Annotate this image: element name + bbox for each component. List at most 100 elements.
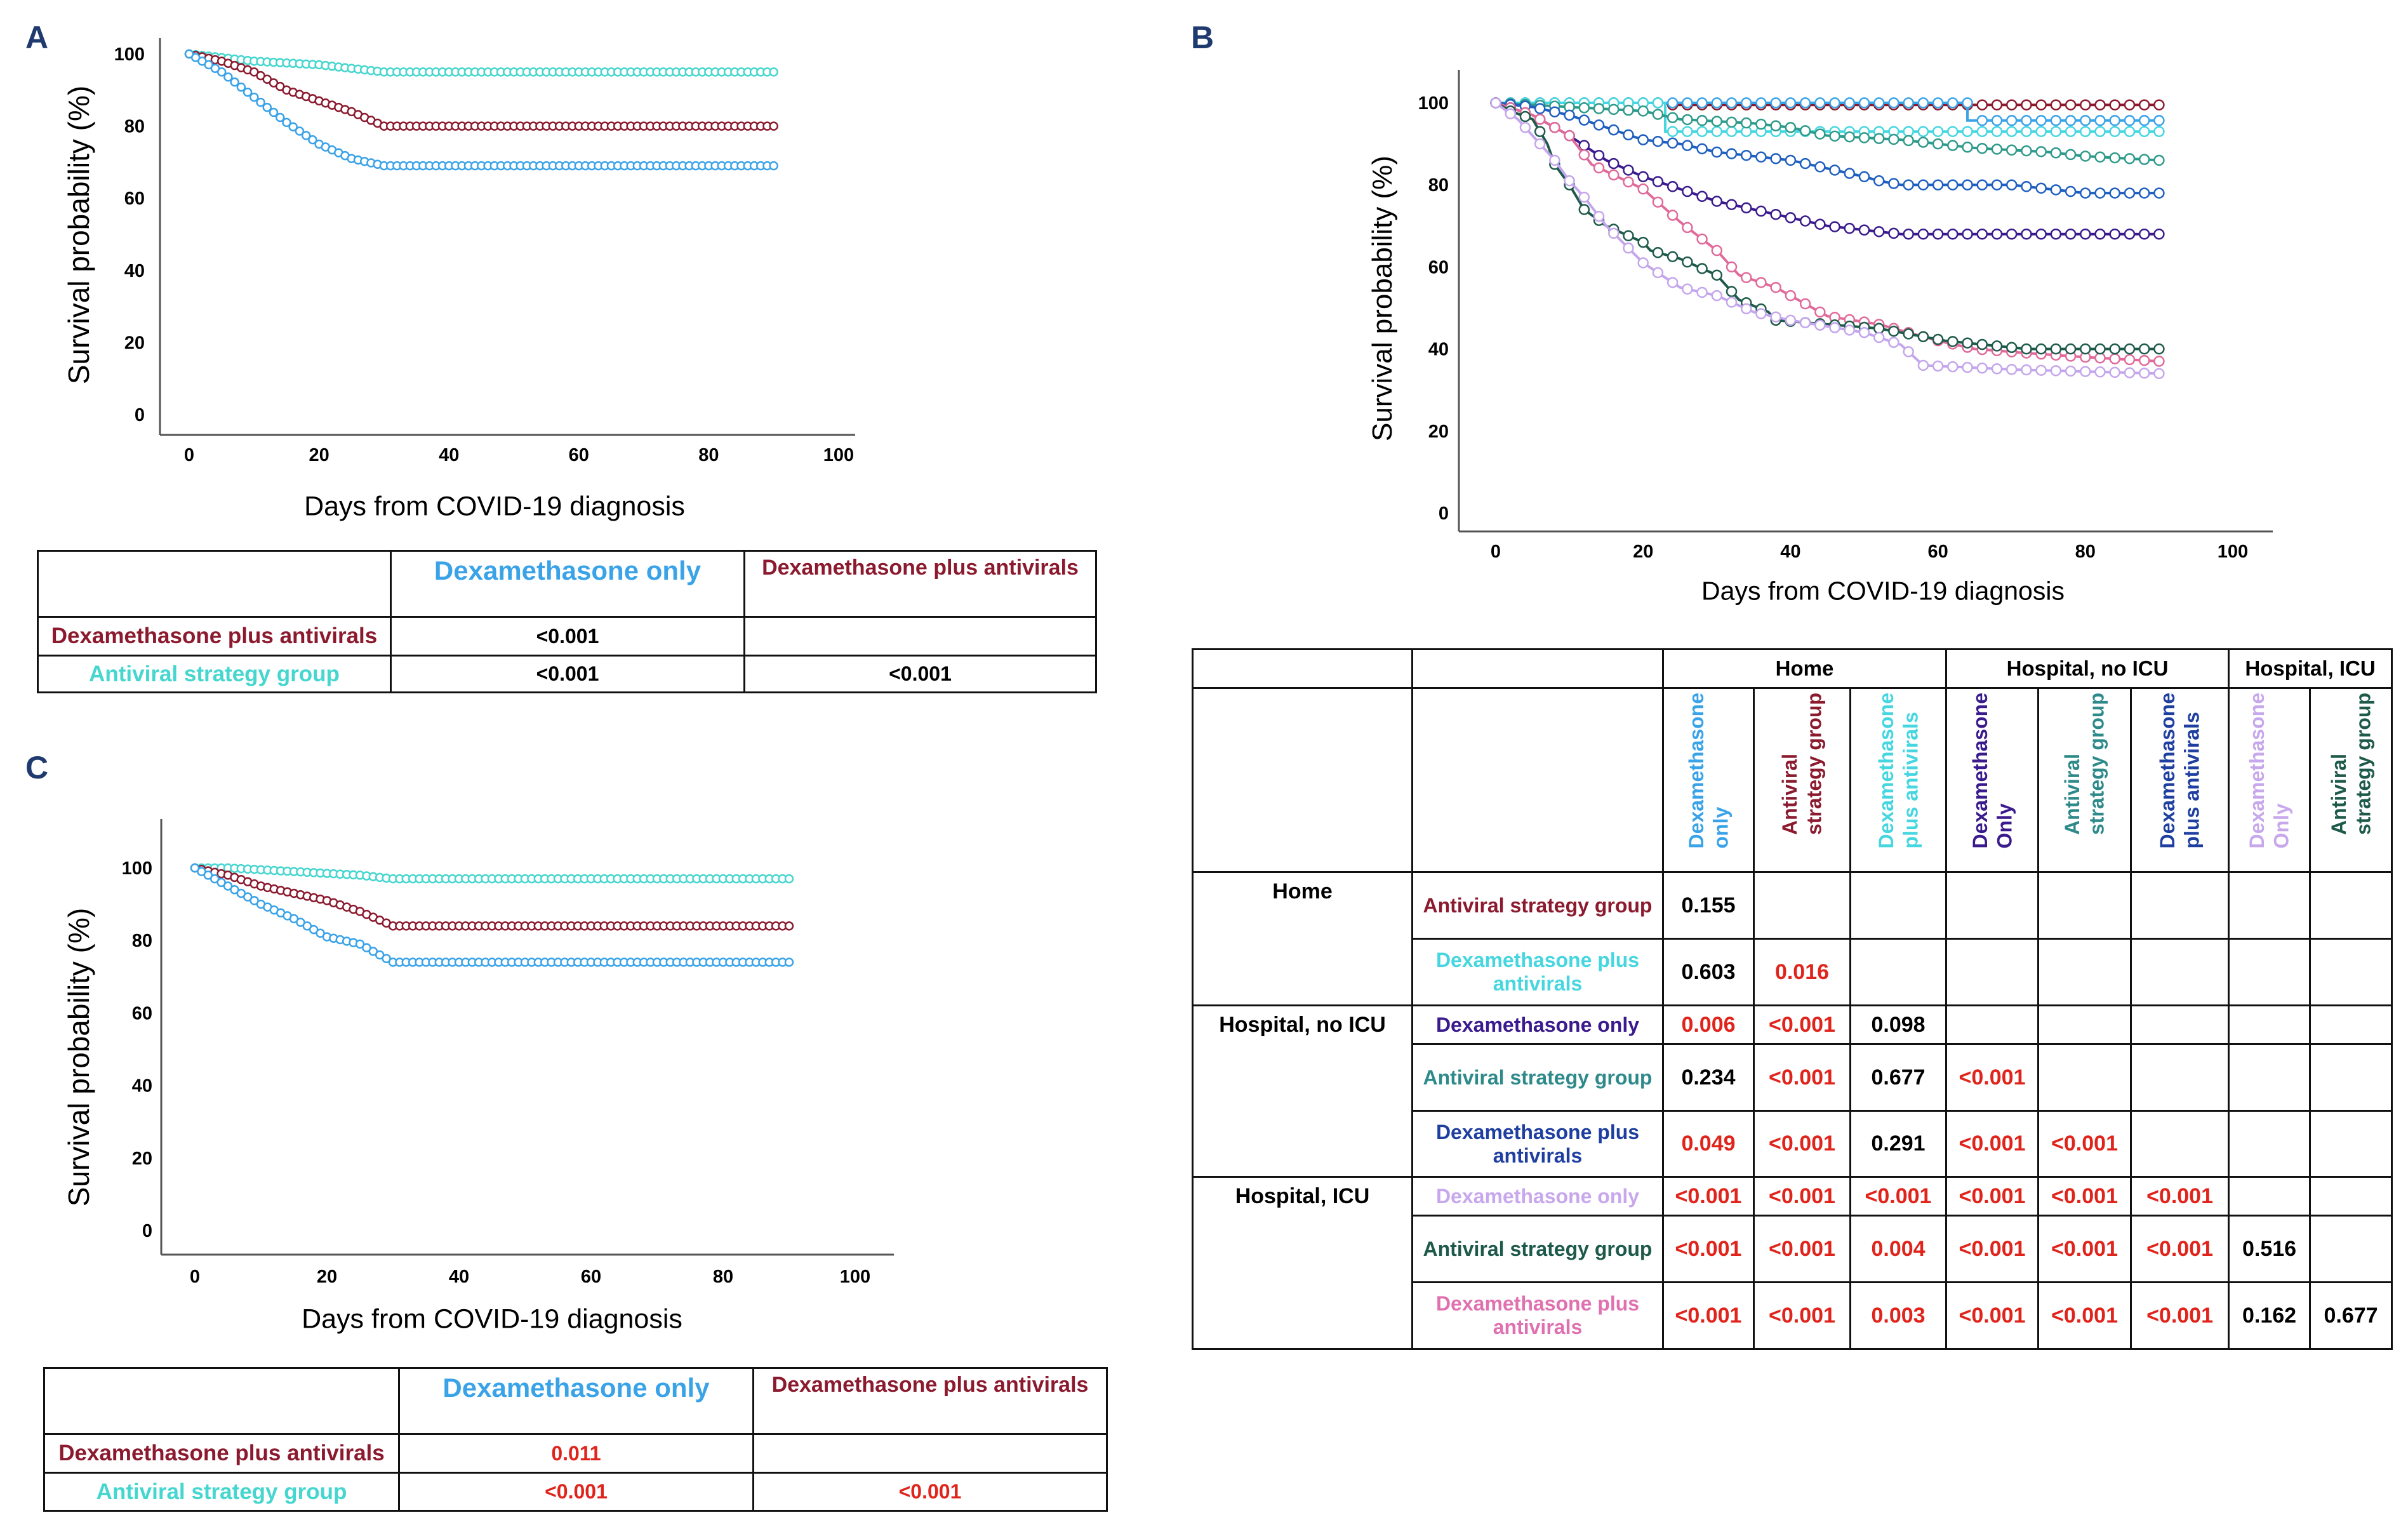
- censor-marker: [1976, 115, 1988, 126]
- censor-marker: [1726, 199, 1738, 210]
- censor-marker: [1682, 140, 1693, 151]
- censor-marker: [2094, 352, 2106, 364]
- pvalue-cell: <0.001: [398, 1472, 754, 1512]
- censor-marker: [1726, 97, 1738, 109]
- pvalue-cell: [2037, 938, 2132, 1006]
- pvalue-cell: 0.049: [1662, 1110, 1755, 1178]
- censor-marker: [1903, 126, 1914, 137]
- y-tick-label: 0: [135, 405, 145, 425]
- censor-marker: [1814, 97, 1826, 109]
- censor-marker: [1608, 157, 1620, 170]
- row-header: Dexamethasone plus antivirals: [1411, 1281, 1664, 1350]
- row-header-antiviral-strategy: Antiviral strategy group: [43, 1472, 400, 1512]
- censor-marker: [1799, 157, 1811, 170]
- censor-marker: [1755, 118, 1767, 130]
- censor-marker: [1962, 337, 1973, 349]
- censor-marker: [1652, 267, 1664, 279]
- x-tick-label: 20: [309, 445, 329, 465]
- row-header: Antiviral strategy group: [1411, 871, 1664, 940]
- corner-cell: [43, 1367, 400, 1435]
- pvalue-cell: [2037, 1043, 2132, 1112]
- censor-marker: [282, 117, 291, 128]
- censor-marker: [1578, 114, 1590, 126]
- censor-marker: [1726, 148, 1738, 159]
- censor-marker: [2006, 228, 2018, 240]
- censor-marker: [2021, 364, 2032, 376]
- col-header-label: Dexamethasone only: [1684, 693, 1732, 849]
- censor-marker: [1534, 114, 1546, 125]
- pvalue-cell: [1849, 871, 1948, 940]
- censor-marker: [1858, 171, 1870, 183]
- censor-marker: [1696, 143, 1708, 155]
- censor-marker: [2138, 187, 2150, 199]
- censor-marker: [1623, 129, 1634, 141]
- pvalue-cell: 0.155: [1662, 871, 1755, 940]
- pvalue-cell: <0.001: [2037, 1215, 2132, 1283]
- censor-marker: [2094, 115, 2106, 126]
- censor-marker: [1623, 242, 1634, 254]
- censor-marker: [1991, 179, 2003, 190]
- censor-marker: [1652, 135, 1664, 147]
- panel-c-x-axis-title: Days from COVID-19 diagnosis: [302, 1304, 682, 1335]
- censor-marker: [1682, 126, 1693, 137]
- censor-marker: [1666, 137, 1679, 149]
- y-tick-label: 100: [122, 858, 152, 879]
- censor-marker: [2021, 343, 2032, 355]
- censor-marker: [1903, 135, 1914, 147]
- censor-marker: [1519, 122, 1531, 133]
- censor-marker: [1578, 191, 1590, 203]
- censor-marker: [2035, 126, 2047, 137]
- censor-marker: [2006, 342, 2018, 354]
- x-tick-label: 60: [569, 445, 589, 465]
- censor-marker: [1785, 154, 1797, 166]
- pvalue-cell: 0.603: [1662, 938, 1755, 1006]
- censor-marker: [2109, 366, 2120, 378]
- censor-marker: [1740, 303, 1752, 315]
- censor-marker: [2021, 145, 2032, 157]
- censor-marker: [1829, 221, 1840, 232]
- censor-marker: [275, 112, 285, 123]
- pvalue-cell: [2309, 1004, 2393, 1045]
- pvalue-cell: <0.001: [1753, 1110, 1851, 1178]
- corner-cell: [1192, 648, 1413, 689]
- censor-marker: [2035, 364, 2047, 376]
- pvalue-cell: [2037, 1004, 2132, 1045]
- censor-marker: [1519, 110, 1531, 123]
- censor-marker: [1740, 272, 1752, 283]
- censor-marker: [1770, 120, 1781, 131]
- censor-marker: [2006, 115, 2018, 126]
- table-row: Hospital, no ICU Dexamethasone only 0.006 <…: [1192, 1004, 2393, 1178]
- censor-marker: [1666, 181, 1679, 192]
- censor-marker: [1991, 228, 2003, 240]
- censor-marker: [2124, 367, 2136, 378]
- censor-marker: [1947, 140, 1959, 151]
- censor-marker: [1696, 97, 1708, 109]
- censor-marker: [2065, 365, 2077, 377]
- col-header: Antiviral strategy group: [2037, 687, 2132, 873]
- censor-marker: [1991, 99, 2003, 110]
- censor-marker: [1755, 151, 1767, 163]
- censor-marker: [1666, 210, 1679, 221]
- censor-marker: [2138, 354, 2150, 366]
- pvalue-cell: [2309, 1043, 2393, 1112]
- censor-marker: [1755, 97, 1767, 109]
- y-tick-label: 80: [124, 117, 145, 137]
- row-header: Antiviral strategy group: [1411, 1215, 1664, 1283]
- censor-marker: [1637, 183, 1649, 195]
- censor-marker: [2094, 99, 2106, 110]
- censor-marker: [1917, 228, 1929, 240]
- y-tick-label: 100: [1418, 93, 1449, 114]
- col-header-label: Dexamethasone Only: [1968, 693, 2016, 849]
- censor-marker: [1932, 138, 1944, 150]
- pvalue-cell: 0.004: [1849, 1215, 1948, 1283]
- censor-marker: [1947, 361, 1959, 373]
- censor-marker: [2138, 115, 2150, 126]
- censor-marker: [1696, 115, 1708, 126]
- series-dexamethasone-only: [184, 49, 778, 171]
- censor-marker: [1637, 134, 1649, 145]
- col-header: Antiviral strategy group: [2309, 687, 2393, 873]
- x-tick-label: 80: [698, 445, 719, 465]
- series-hospital-no-icu-dexamethasone-plus-antivirals: [1490, 97, 2165, 199]
- table-row: Dexamethasone plus antivirals <0.001 <0.00…: [1193, 1281, 2393, 1350]
- censor-marker: [1932, 179, 1944, 190]
